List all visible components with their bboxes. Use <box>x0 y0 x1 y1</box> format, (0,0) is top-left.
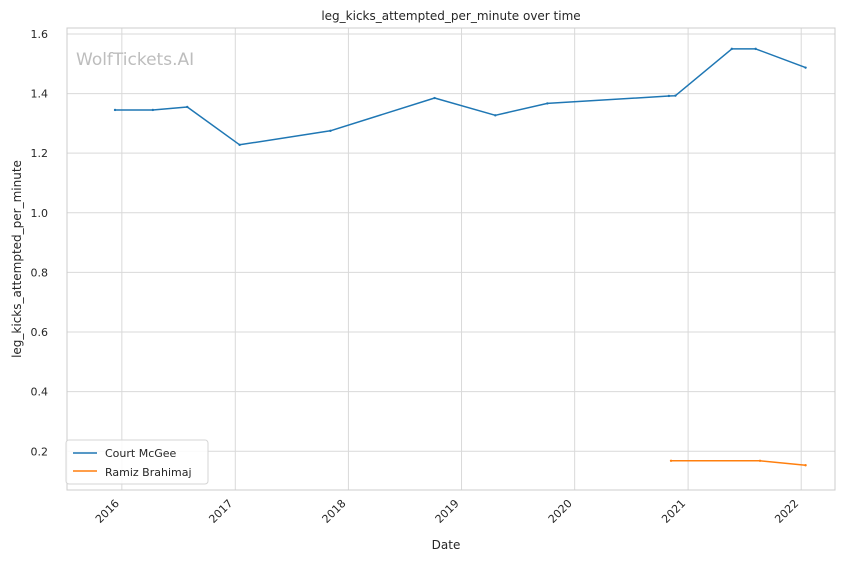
data-point <box>674 94 677 97</box>
legend-label-ramiz-brahimaj: Ramiz Brahimaj <box>105 466 192 479</box>
data-point <box>804 66 807 69</box>
data-point <box>804 464 807 467</box>
data-point <box>186 105 189 109</box>
data-point <box>151 108 155 112</box>
data-point <box>669 459 673 462</box>
y-axis-ticks: 0.2 0.4 0.6 0.8 1.0 1.2 1.4 1.6 <box>31 28 49 458</box>
data-point <box>433 96 436 100</box>
y-axis-label: leg_kicks_attempted_per_minute <box>10 160 24 358</box>
y-tick-label: 1.0 <box>31 207 49 220</box>
data-point <box>754 47 757 51</box>
series-layer <box>113 47 807 467</box>
y-tick-label: 1.4 <box>31 88 49 101</box>
legend-box <box>65 439 209 485</box>
data-point <box>113 108 117 112</box>
data-point <box>329 129 332 133</box>
y-tick-label: 0.8 <box>31 266 49 279</box>
legend-label-court-mcgee: Court McGee <box>105 447 177 460</box>
watermark: WolfTickets.AI <box>76 50 194 70</box>
data-point <box>758 459 762 462</box>
y-tick-label: 0.2 <box>31 445 49 458</box>
y-tick-label: 0.6 <box>31 326 49 339</box>
data-point <box>546 102 549 105</box>
data-point <box>730 47 733 51</box>
x-axis-label: Date <box>432 538 461 552</box>
plot-area-border <box>66 27 836 491</box>
chart-title: leg_kicks_attempted_per_minute over time <box>321 9 580 23</box>
y-tick-label: 1.2 <box>31 147 49 160</box>
y-tick-label: 0.4 <box>31 386 49 399</box>
data-point <box>494 114 497 117</box>
y-tick-label: 1.6 <box>31 28 49 41</box>
data-point <box>667 94 671 98</box>
data-point <box>238 143 241 147</box>
legend: Court McGee Ramiz Brahimaj <box>65 439 209 485</box>
